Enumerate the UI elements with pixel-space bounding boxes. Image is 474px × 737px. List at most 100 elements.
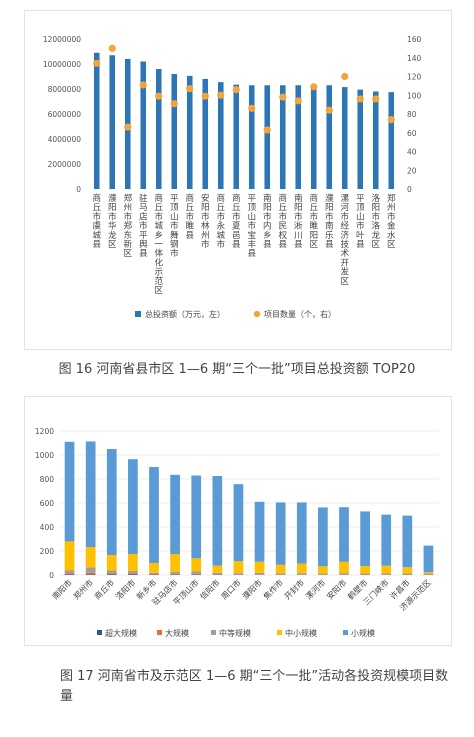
x-category-label: 南阳市内乡县 <box>263 192 272 250</box>
bar-segment-medium <box>233 573 244 575</box>
bar-segment-medium <box>275 573 286 575</box>
y-left-tick-label: 0 <box>76 185 81 194</box>
y-left-tick-label: 12000000 <box>43 35 81 44</box>
investment-bar <box>248 85 255 189</box>
x-category-label: 商丘市民权县 <box>278 192 287 250</box>
project-count-point <box>387 116 395 124</box>
top20-investment-chart: 0 2000000 4000000 6000000 8000000 10000000 120… <box>43 35 422 319</box>
bar-segment-large <box>85 572 96 575</box>
y-tick-label: 1200 <box>35 427 54 436</box>
bar-segment-small <box>360 511 370 566</box>
bar-segment-small-medium <box>149 563 159 573</box>
project-count-point <box>155 92 163 100</box>
bar-segment-small <box>149 467 159 563</box>
legend-label-super-large: 超大规模 <box>105 628 137 638</box>
investment-bar <box>341 87 348 189</box>
x-category-label: 商丘市睢阳区 <box>309 192 318 250</box>
bar-segment-small-medium <box>318 566 328 574</box>
x-category-label: 平顶山市叶县 <box>356 193 365 250</box>
y-right-tick-label: 0 <box>407 185 412 194</box>
x-category-label: 信阳市 <box>198 577 222 601</box>
x-category-label: 商丘市睢县 <box>185 192 194 241</box>
bar-segment-medium <box>339 573 349 575</box>
y-tick-label: 800 <box>40 475 55 484</box>
bar-segment-medium <box>296 573 307 575</box>
y-left-tick-label: 4000000 <box>48 135 82 144</box>
bar-segment-small-medium <box>254 561 265 573</box>
bar-segment-medium <box>85 567 96 573</box>
investment-bar <box>388 92 395 189</box>
bar-segment-small <box>191 475 202 559</box>
investment-bar <box>171 74 178 189</box>
bar-segment-small-medium <box>106 554 117 571</box>
figure-16-caption: 图 16 河南省县市区 1—6 期“三个一批”项目总投资额 TOP20 <box>58 362 416 377</box>
bar-segment-small-medium <box>170 554 180 572</box>
bar-segment-medium <box>128 570 138 574</box>
bar-segment-small-medium <box>360 566 370 574</box>
x-category-label: 焦作市 <box>261 577 285 601</box>
project-count-point <box>170 100 178 108</box>
bar-segment-small-medium <box>128 554 138 571</box>
bar-segment-small-medium <box>233 561 244 574</box>
x-category-label: 平顶山市舞钢市 <box>170 193 179 259</box>
bar-segment-medium <box>254 572 265 575</box>
investment-bar <box>202 79 209 189</box>
project-count-point <box>217 91 225 99</box>
x-category-label: 濮阳市南乐县 <box>325 192 334 250</box>
bar-segment-small <box>254 501 265 562</box>
legend-label-large: 大规模 <box>165 628 189 638</box>
x-category-label: 郑州市金水区 <box>387 192 396 250</box>
bar-segment-large <box>106 573 117 575</box>
bar-segment-large <box>128 573 138 575</box>
legend-label-investment: 总投资额（万元，左） <box>145 309 225 319</box>
x-category-label: 商丘市城乡一体化示范区 <box>154 192 163 296</box>
x-category-label: 驻马店市平舆县 <box>139 193 148 259</box>
investment-bar <box>310 85 317 189</box>
project-count-point <box>139 81 147 89</box>
investment-bar <box>93 52 100 189</box>
legend-swatch-small-medium <box>277 630 282 635</box>
bar-segment-small-medium <box>423 572 434 574</box>
project-count-point <box>186 85 194 93</box>
y-right-tick-label: 40 <box>407 148 417 157</box>
investment-bar <box>326 85 333 189</box>
bar-segment-medium <box>423 573 434 575</box>
legend-swatch-medium <box>211 630 216 635</box>
y-right-tick-label: 120 <box>407 73 422 82</box>
y-right-tick-label: 140 <box>407 54 422 63</box>
x-category-label: 南阳市淅川县 <box>294 192 303 250</box>
x-category-label: 商丘市虞城县 <box>92 192 101 250</box>
bar-segment-medium <box>191 571 202 574</box>
x-category-label: 濮阳市华龙区 <box>108 192 117 250</box>
bar-segment-small <box>339 507 349 562</box>
bar-segment-small <box>381 514 392 566</box>
bar-segment-small-medium <box>85 547 96 568</box>
x-category-label: 郑州市郑东新区 <box>123 192 132 259</box>
bar-segment-small-medium <box>296 563 307 574</box>
legend-label-medium: 中等规模 <box>219 628 251 638</box>
bar-segment-small <box>128 459 138 555</box>
bar-segment-medium <box>318 573 328 575</box>
bar-segment-small <box>423 545 434 572</box>
x-category-label: 漯河市 <box>303 577 327 601</box>
x-category-label: 郑州市 <box>71 577 95 601</box>
bar-segment-small <box>296 502 307 564</box>
project-count-point <box>372 95 380 103</box>
project-count-point <box>201 92 209 100</box>
bar-segment-large <box>149 574 159 575</box>
y-right-tick-label: 80 <box>407 110 417 119</box>
y-left-tick-label: 10000000 <box>43 60 81 69</box>
legend-swatch-count <box>253 310 261 318</box>
project-count-point <box>325 106 333 114</box>
investment-bar <box>264 85 271 189</box>
y-tick-label: 200 <box>40 547 55 556</box>
chart-panel-scale: 0 200 400 600 800 1000 1200 南阳市 郑州市 商丘市 洛阳市 新乡市 驻马店市… <box>24 396 452 646</box>
chart-panel-top20: 0 2000000 4000000 6000000 8000000 10000000 120… <box>24 10 452 350</box>
investment-bar <box>155 69 162 189</box>
y-tick-label: 400 <box>40 523 55 532</box>
y-right-tick-label: 60 <box>407 129 417 138</box>
investment-bar <box>140 61 147 189</box>
project-count-point <box>310 83 318 91</box>
investment-bar <box>109 55 116 189</box>
y-left-tick-label: 8000000 <box>48 85 82 94</box>
